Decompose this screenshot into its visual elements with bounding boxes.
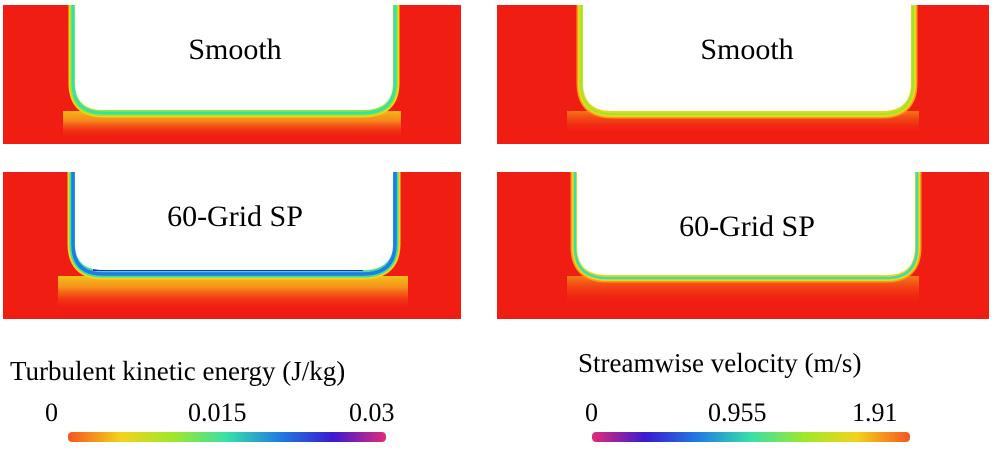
tke-tick-min: 0 xyxy=(45,398,58,427)
tke-smooth-field xyxy=(3,5,461,144)
velocity-smooth-panel: Smooth xyxy=(497,5,989,144)
velocity-grid-panel: 60-Grid SP xyxy=(497,172,989,319)
velocity-colorbar xyxy=(592,432,910,442)
tke-colorbar-title: Turbulent kinetic energy (J/kg) xyxy=(10,356,346,386)
tke-smooth-panel: Smooth xyxy=(3,5,461,144)
tke-grid-field xyxy=(3,172,461,319)
velocity-tick-min: 0 xyxy=(585,398,598,427)
tke-smooth-label: Smooth xyxy=(188,33,282,66)
tke-tick-max: 0.03 xyxy=(349,398,395,427)
velocity-smooth-field xyxy=(497,5,989,144)
tke-tick-mid: 0.015 xyxy=(188,398,247,427)
velocity-smooth-label: Smooth xyxy=(700,33,794,66)
velocity-colorbar-title: Streamwise velocity (m/s) xyxy=(578,348,862,378)
tke-grid-label: 60-Grid SP xyxy=(167,200,303,233)
velocity-tick-mid: 0.955 xyxy=(708,398,767,427)
velocity-grid-label: 60-Grid SP xyxy=(679,210,815,243)
velocity-tick-max: 1.91 xyxy=(852,398,898,427)
tke-grid-panel: 60-Grid SP xyxy=(3,172,461,319)
velocity-grid-field xyxy=(497,172,989,319)
tke-colorbar xyxy=(68,432,386,442)
